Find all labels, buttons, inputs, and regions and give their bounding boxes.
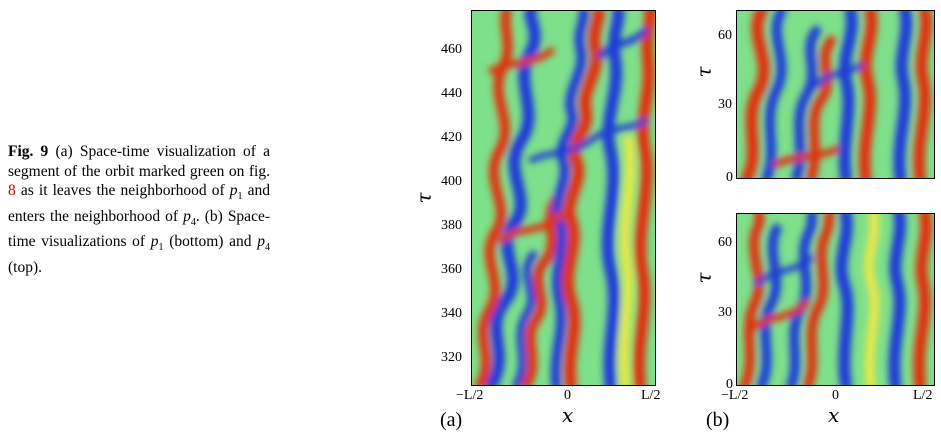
panel-a-ytick: 460 — [441, 42, 462, 57]
panel-b-label: (b) — [706, 409, 730, 431]
panel-b-bottom-xtick: −L/2 — [721, 388, 749, 403]
panel-a-xlabel: x — [562, 403, 574, 427]
panel-a-ytick: 340 — [441, 306, 462, 321]
panel-b-xlabel: x — [828, 403, 840, 427]
panel-a-xtick: L/2 — [641, 388, 661, 403]
panel-b-bottom-xtick: 0 — [832, 388, 839, 403]
panel-a-ytick: 400 — [441, 174, 462, 189]
panel-a-heatmap — [472, 11, 655, 385]
figure-reference-link[interactable]: 8 — [8, 182, 16, 199]
panel-b-top-heatmap — [737, 11, 934, 178]
panel-b-bottom-heatmap — [737, 214, 934, 385]
panel-a-ytick: 420 — [441, 130, 462, 145]
panel-a-ylabel: τ — [411, 192, 436, 204]
panel-a-ytick: 440 — [441, 86, 462, 101]
panel-b-bottom-ytick: 30 — [718, 305, 732, 320]
panel-b-bottom-ylabel: τ — [691, 272, 716, 284]
panel-a-ytick: 380 — [441, 218, 462, 233]
panel-b-top-ylabel: τ — [691, 66, 716, 78]
panel-b-bottom-spacetime-plot — [736, 213, 935, 386]
panel-a-spacetime-plot — [471, 10, 656, 386]
panel-a-xtick: −L/2 — [456, 388, 484, 403]
panel-b-bottom-ytick: 0 — [726, 377, 733, 392]
panel-b-bottom-xtick: L/2 — [913, 388, 933, 403]
panel-a-ytick: 360 — [441, 262, 462, 277]
panel-b-top-ytick: 30 — [718, 97, 732, 112]
panel-b-top-spacetime-plot — [736, 10, 935, 179]
panel-a-ytick: 320 — [441, 350, 462, 365]
panel-b-top-ytick: 60 — [718, 28, 732, 43]
panel-b-top-ytick: 0 — [726, 170, 733, 185]
panel-a-xtick: 0 — [564, 388, 571, 403]
panel-a-label: (a) — [440, 409, 463, 431]
panel-b-bottom-ytick: 60 — [718, 235, 732, 250]
figure-caption: Fig. 9 (a) Space-time visualization of a… — [8, 143, 270, 276]
figure-number: Fig. 9 — [8, 143, 49, 160]
